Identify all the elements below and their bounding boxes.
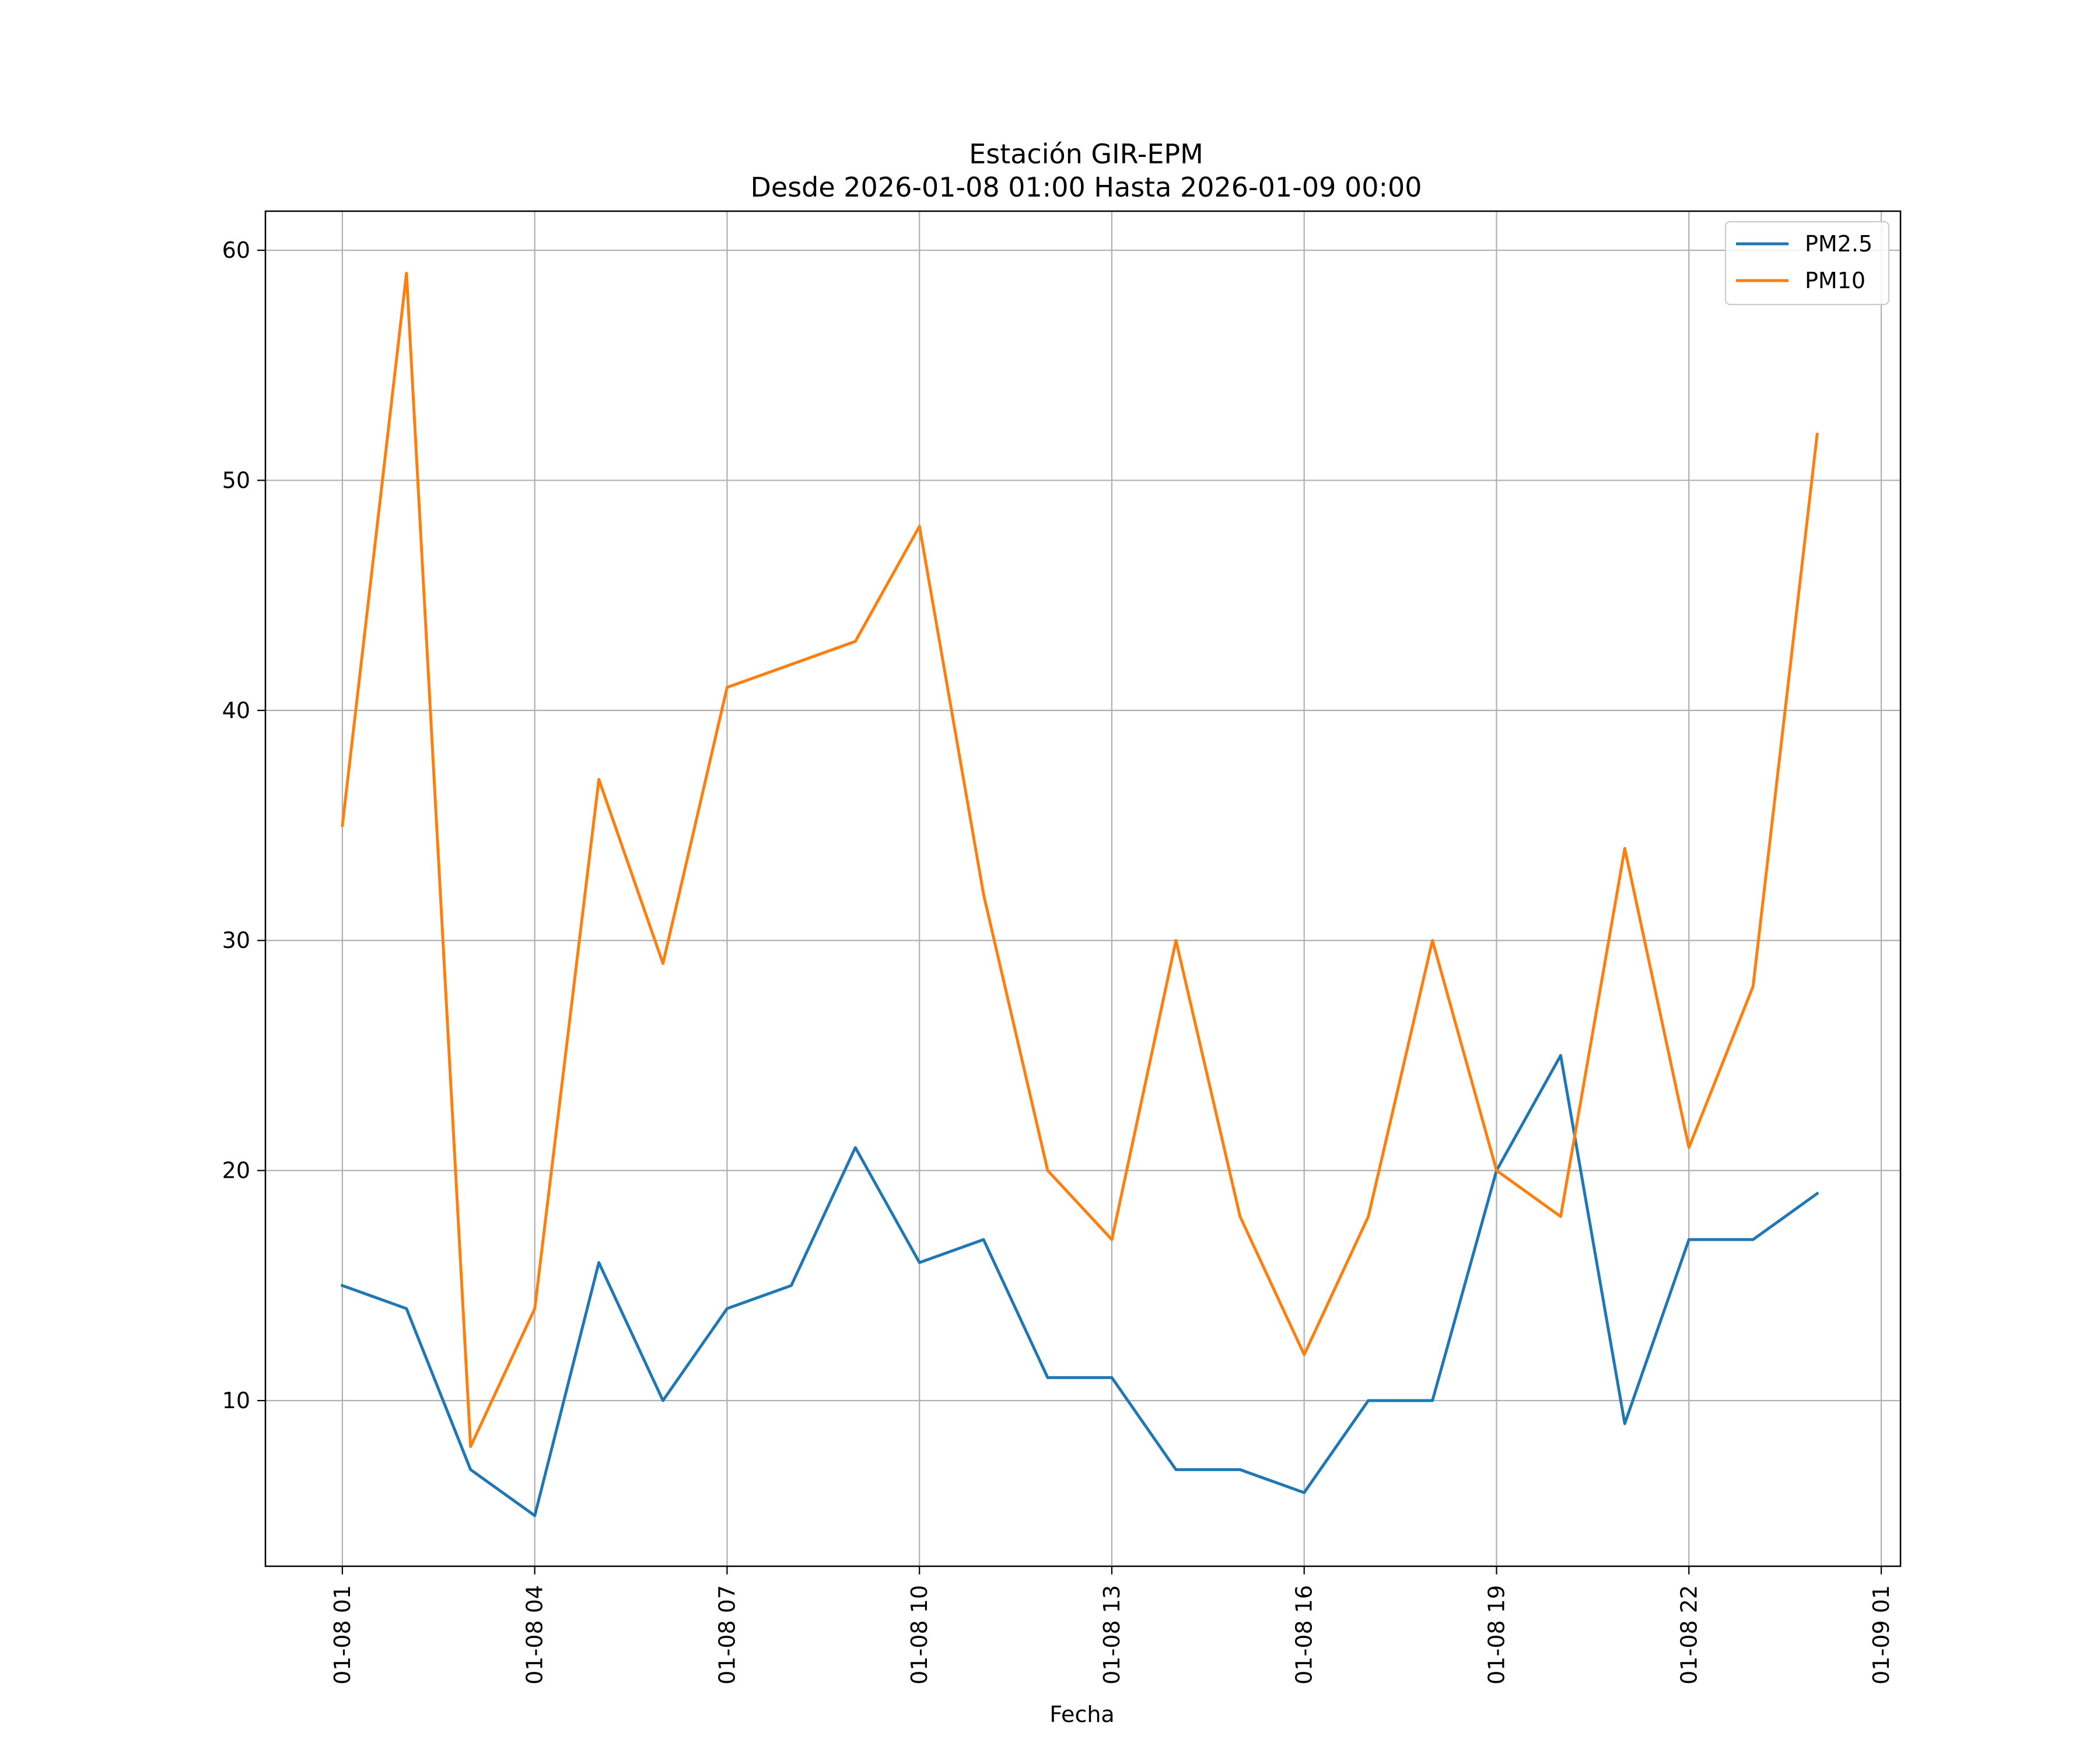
- legend-label-pm10: PM10: [1805, 268, 1866, 293]
- y-tick-label: 60: [222, 237, 250, 263]
- legend: PM2.5 PM10: [1724, 220, 1890, 306]
- y-tick-label: 20: [222, 1158, 250, 1184]
- y-tick-label: 50: [222, 467, 250, 493]
- y-axis: 10 20 30 40 50 60: [222, 237, 265, 1413]
- x-tick-label: 01-08 07: [714, 1585, 740, 1685]
- x-tick-label: 01-08 19: [1483, 1585, 1509, 1685]
- y-tick-label: 30: [222, 928, 250, 953]
- x-tick-label: 01-08 13: [1099, 1585, 1125, 1685]
- x-axis: 01-08 01 01-08 04 01-08 07 01-08 10 01-08 13…: [330, 1566, 1894, 1685]
- chart-title-line1: Estación GIR-EPM: [969, 138, 1203, 170]
- series-line-pm25: [340, 1054, 1819, 1517]
- y-tick-label: 40: [222, 698, 250, 723]
- series-line-pm10: [341, 272, 1819, 1448]
- plot-frame: [264, 210, 1902, 1567]
- x-tick-label: 01-08 01: [330, 1585, 355, 1685]
- x-tick-label: 01-09 01: [1868, 1585, 1894, 1685]
- chart-title-line2: Desde 2026-01-08 01:00 Hasta 2026-01-09 …: [750, 172, 1422, 203]
- grid-lines: [265, 211, 1901, 1566]
- x-tick-label: 01-08 10: [907, 1585, 932, 1685]
- x-axis-label: Fecha: [1049, 1702, 1114, 1727]
- legend-label-pm25: PM2.5: [1805, 231, 1873, 257]
- x-tick-label: 01-08 16: [1292, 1585, 1317, 1685]
- series-lines: [340, 272, 1819, 1517]
- x-tick-label: 01-08 22: [1676, 1585, 1702, 1685]
- x-tick-label: 01-08 04: [522, 1585, 548, 1685]
- y-tick-label: 10: [222, 1388, 250, 1413]
